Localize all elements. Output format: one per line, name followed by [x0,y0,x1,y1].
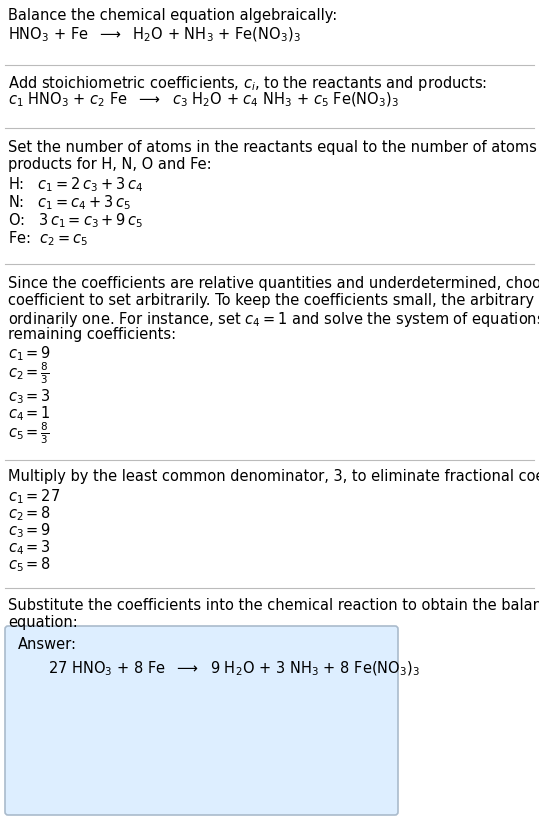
Text: $\mathrm{HNO_3}$ + Fe  $\longrightarrow$  $\mathrm{H_2O}$ + $\mathrm{NH_3}$ + $\: $\mathrm{HNO_3}$ + Fe $\longrightarrow$ … [8,26,301,44]
Text: Answer:: Answer: [18,637,77,652]
Text: Set the number of atoms in the reactants equal to the number of atoms in the: Set the number of atoms in the reactants… [8,140,539,155]
Text: 27 $\mathrm{HNO_3}$ + 8 Fe  $\longrightarrow$  9 $\mathrm{H_2O}$ + 3 $\mathrm{NH: 27 $\mathrm{HNO_3}$ + 8 Fe $\longrightar… [48,660,420,678]
Text: coefficient to set arbitrarily. To keep the coefficients small, the arbitrary va: coefficient to set arbitrarily. To keep … [8,293,539,308]
Text: $c_3 = 3$: $c_3 = 3$ [8,387,51,406]
Text: $c_3 = 9$: $c_3 = 9$ [8,521,51,540]
Text: $c_1$ $\mathrm{HNO_3}$ + $c_2$ Fe  $\longrightarrow$  $c_3$ $\mathrm{H_2O}$ + $c: $c_1$ $\mathrm{HNO_3}$ + $c_2$ Fe $\long… [8,91,399,109]
Text: Multiply by the least common denominator, 3, to eliminate fractional coefficient: Multiply by the least common denominator… [8,469,539,484]
Text: H:   $c_1 = 2\,c_3 + 3\,c_4$: H: $c_1 = 2\,c_3 + 3\,c_4$ [8,175,143,194]
Text: Add stoichiometric coefficients, $c_i$, to the reactants and products:: Add stoichiometric coefficients, $c_i$, … [8,74,487,93]
Text: O:   $3\,c_1 = c_3 + 9\,c_5$: O: $3\,c_1 = c_3 + 9\,c_5$ [8,211,143,229]
Text: $c_2 = \frac{8}{3}$: $c_2 = \frac{8}{3}$ [8,361,50,386]
Text: remaining coefficients:: remaining coefficients: [8,327,176,342]
Text: $c_1 = 27$: $c_1 = 27$ [8,487,60,506]
Text: $c_5 = \frac{8}{3}$: $c_5 = \frac{8}{3}$ [8,421,50,446]
Text: Substitute the coefficients into the chemical reaction to obtain the balanced: Substitute the coefficients into the che… [8,598,539,613]
Text: $c_4 = 1$: $c_4 = 1$ [8,404,51,423]
Text: Balance the chemical equation algebraically:: Balance the chemical equation algebraica… [8,8,337,23]
Text: $c_1 = 9$: $c_1 = 9$ [8,344,51,363]
Text: $c_2 = 8$: $c_2 = 8$ [8,504,51,523]
Text: N:   $c_1 = c_4 + 3\,c_5$: N: $c_1 = c_4 + 3\,c_5$ [8,193,131,212]
Text: $c_5 = 8$: $c_5 = 8$ [8,555,51,574]
Text: equation:: equation: [8,615,78,630]
FancyBboxPatch shape [5,626,398,815]
Text: Fe:  $c_2 = c_5$: Fe: $c_2 = c_5$ [8,229,88,247]
Text: products for H, N, O and Fe:: products for H, N, O and Fe: [8,157,212,172]
Text: $c_4 = 3$: $c_4 = 3$ [8,538,51,556]
Text: Since the coefficients are relative quantities and underdetermined, choose a: Since the coefficients are relative quan… [8,276,539,291]
Text: ordinarily one. For instance, set $c_4 = 1$ and solve the system of equations fo: ordinarily one. For instance, set $c_4 =… [8,310,539,329]
